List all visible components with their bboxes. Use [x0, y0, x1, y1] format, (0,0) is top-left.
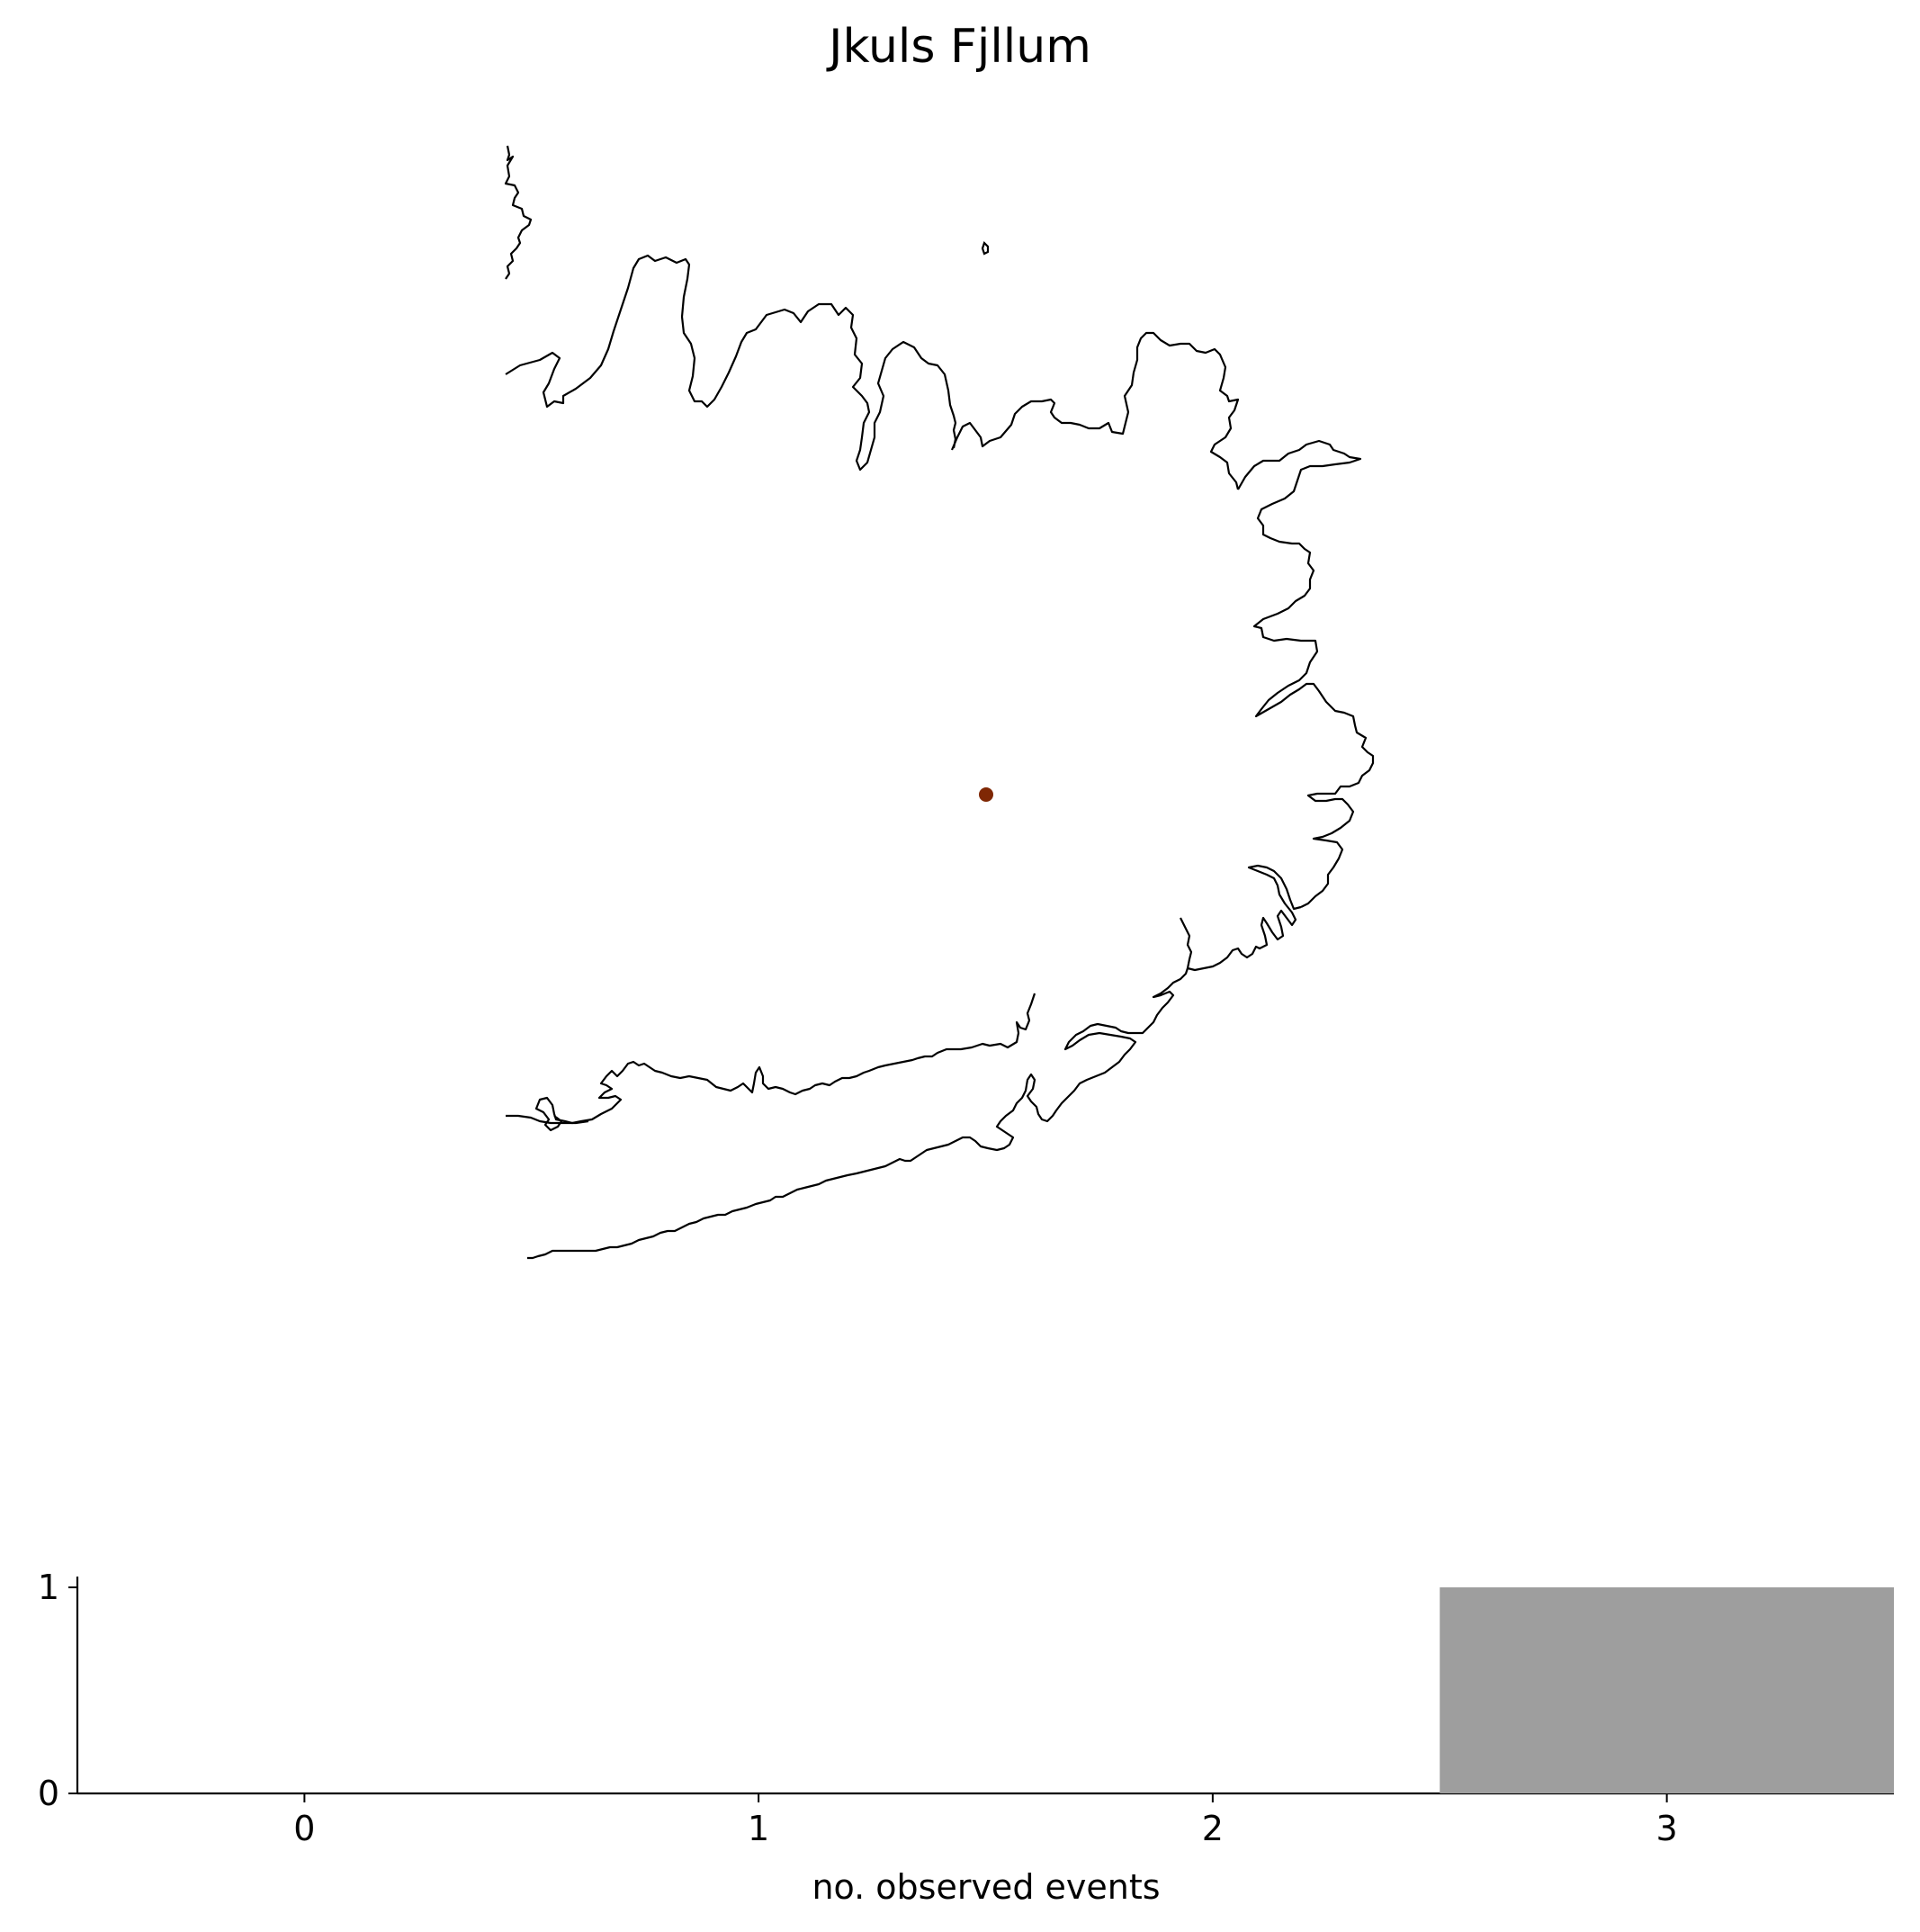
island	[981, 240, 990, 256]
coastline-north-west	[505, 254, 957, 472]
x-tick-label: 0	[293, 1809, 315, 1848]
coastline-south-west	[534, 993, 1036, 1132]
bars	[1440, 1587, 1894, 1793]
x-tick-label: 2	[1202, 1809, 1224, 1848]
y-tick-label: 0	[38, 1774, 59, 1813]
y-tick-label: 1	[38, 1568, 59, 1607]
coastline-west-fragment	[504, 145, 533, 280]
y-ticks: 01	[38, 1568, 77, 1813]
chart-title: Jkuls Fjllum	[829, 20, 1091, 74]
bar-3	[1440, 1587, 1894, 1793]
x-tick-label: 1	[748, 1809, 769, 1848]
coastline-east	[1237, 439, 1375, 908]
event-location-point	[979, 787, 993, 802]
x-axis-label: no. observed events	[812, 1867, 1160, 1907]
coastline-south	[527, 967, 1189, 1260]
x-tick-label: 3	[1656, 1809, 1678, 1848]
x-ticks: 0 1 2 3	[293, 1793, 1678, 1848]
map-panel	[504, 145, 1375, 1260]
coastline-south-tail	[506, 1114, 589, 1125]
coastline-north-central	[950, 331, 1240, 490]
coastline-south-east	[1180, 864, 1302, 972]
